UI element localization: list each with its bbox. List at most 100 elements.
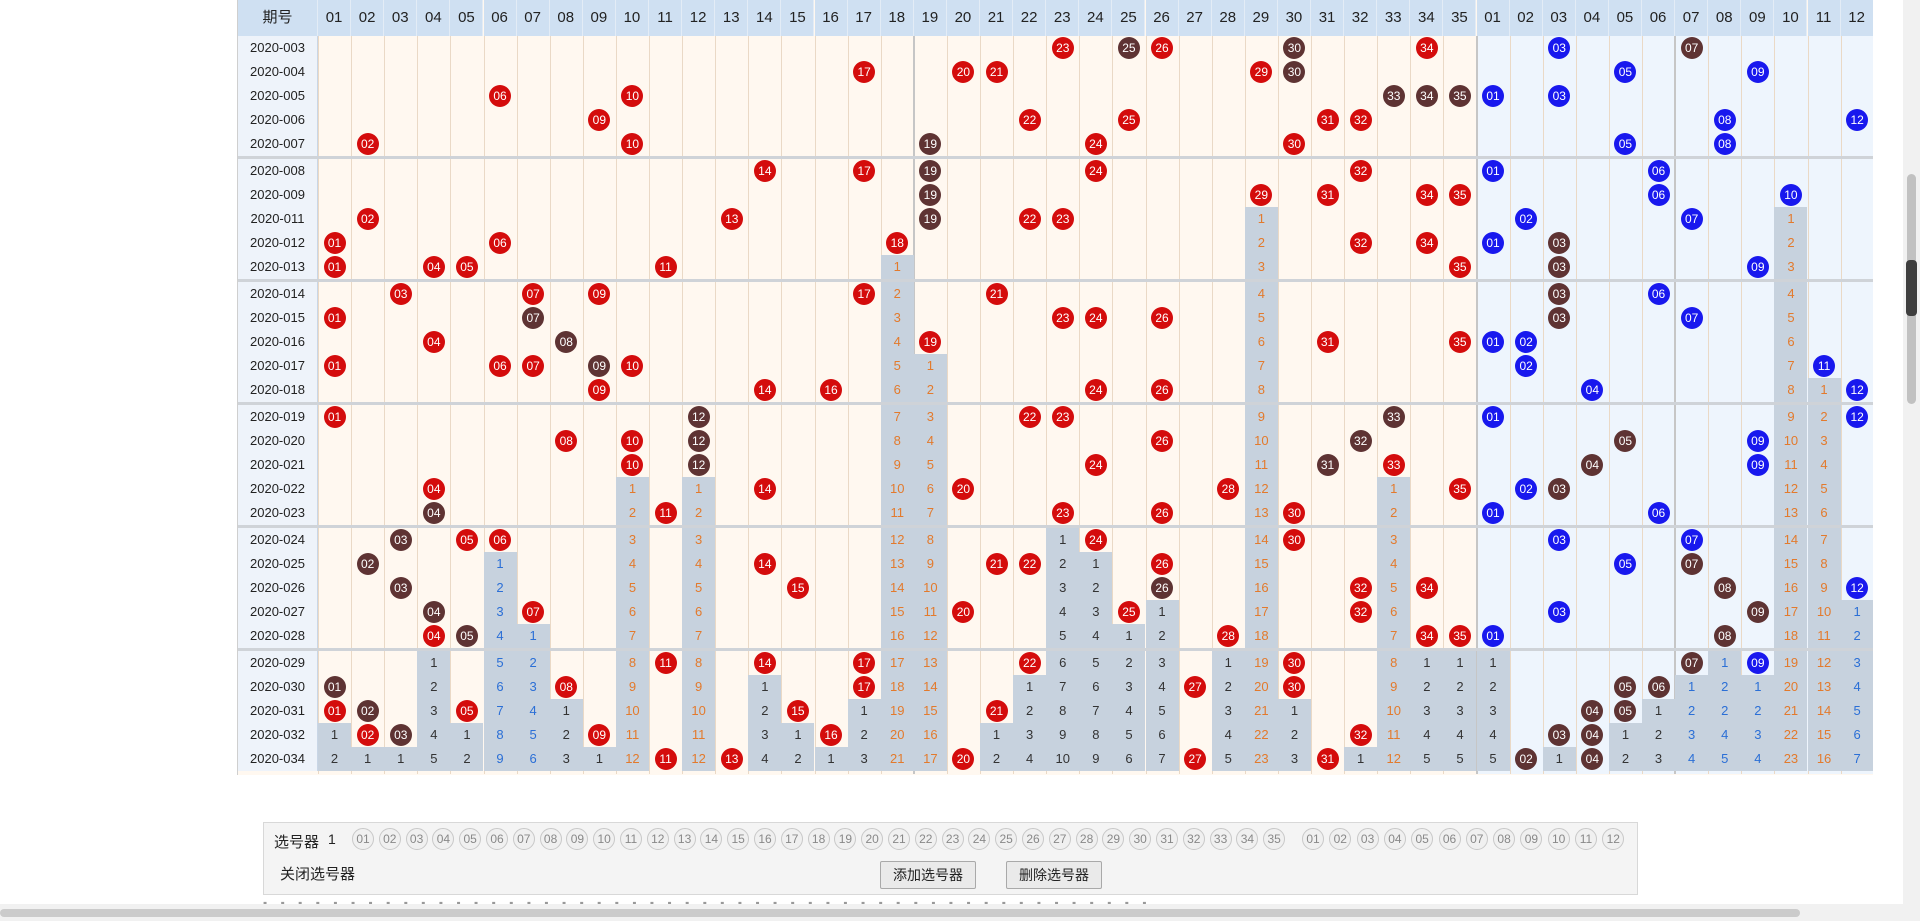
period-cell: 2020-008 [238,159,318,183]
selector-number-ball[interactable]: 04 [1383,828,1406,850]
selector-number-ball[interactable]: 05 [459,828,482,850]
selector-number-ball[interactable]: 16 [754,828,776,850]
miss-cell: 8 [1046,699,1080,723]
header-number-31: 31 [1311,0,1345,36]
miss-cell: 4 [1443,723,1477,747]
selector-number-ball[interactable]: 06 [1438,828,1461,850]
selector-number-ball[interactable]: 20 [861,828,884,850]
selector-number-ball[interactable]: 21 [888,828,910,850]
miss-cell: 16 [880,624,914,648]
miss-cell: 9 [1244,405,1278,429]
column-divider [351,36,353,774]
miss-cell: 8 [880,429,914,453]
selector-number-ball[interactable]: 08 [539,828,562,850]
selector-number-ball[interactable]: 05 [1411,828,1434,850]
selector-number-ball[interactable]: 35 [1263,828,1286,850]
miss-cell: 10 [913,576,947,600]
selector-number-ball[interactable]: 10 [1547,828,1570,850]
vertical-scrollbar[interactable] [1903,0,1920,921]
selector-number-ball[interactable]: 27 [1048,828,1071,850]
blue-ball: 08 [1713,109,1736,131]
selector-number-ball[interactable]: 12 [646,828,669,850]
selector-number-ball[interactable]: 28 [1075,828,1098,850]
selector-number-ball[interactable]: 02 [378,828,401,850]
horizontal-scrollbar[interactable] [0,904,1903,921]
red-ball: 24 [1084,529,1107,551]
selector-number-ball[interactable]: 03 [1356,828,1379,850]
column-divider [1344,36,1346,774]
miss-cell: 8 [615,651,649,675]
selector-number-ball[interactable]: 29 [1102,828,1125,850]
selector-number-ball[interactable]: 07 [1465,828,1488,850]
selector-number-ball[interactable]: 03 [405,828,428,850]
selector-number-ball[interactable]: 01 [1302,828,1324,850]
selector-number-ball[interactable]: 12 [1602,828,1625,850]
red-ball: 09 [588,724,611,746]
selector-number-ball[interactable]: 02 [1329,828,1352,850]
miss-cell: 1 [1277,699,1311,723]
red-ball: 24 [1084,454,1107,476]
selector-number-ball[interactable]: 26 [1022,828,1044,850]
selector-number-ball[interactable]: 15 [727,828,750,850]
selector-number-ball[interactable]: 31 [1156,828,1178,850]
red-ball: 15 [786,700,809,722]
selector-number-ball[interactable]: 24 [968,828,991,850]
miss-cell: 2 [682,501,716,525]
selector-number-ball[interactable]: 01 [352,828,374,850]
column-divider [1575,36,1577,774]
selector-number-ball[interactable]: 10 [593,828,616,850]
selector-number-ball[interactable]: 09 [1520,828,1543,850]
miss-cell: 5 [1476,747,1510,771]
selector-number-ball[interactable]: 23 [941,828,964,850]
selector-number-ball[interactable]: 22 [914,828,937,850]
horizontal-scroll-thumb[interactable] [0,909,1800,917]
header-number-30: 30 [1277,0,1311,36]
miss-cell: 2 [847,723,881,747]
red-ball: 09 [588,283,611,305]
add-selector-button[interactable]: 添加选号器 [880,861,976,889]
scroll-position-marker[interactable] [1906,260,1917,316]
selector-number-ball[interactable]: 25 [995,828,1018,850]
miss-cell: 2 [483,576,517,600]
miss-cell: 11 [615,723,649,747]
selector-number-ball[interactable]: 18 [807,828,830,850]
miss-cell: 5 [1377,576,1411,600]
selector-number-ball[interactable]: 11 [1575,828,1597,850]
red-ball: 23 [1051,502,1074,524]
selector-number-ball[interactable]: 09 [566,828,589,850]
selector-number-ball[interactable]: 04 [432,828,455,850]
selector-number-ball[interactable]: 34 [1236,828,1259,850]
repeat-ball: 26 [1151,577,1174,599]
selector-number-ball[interactable]: 07 [512,828,535,850]
blue-ball: 06 [1647,184,1670,206]
selector-number-ball[interactable]: 33 [1209,828,1232,850]
miss-cell: 7 [682,624,716,648]
miss-cell: 5 [1410,747,1444,771]
selector-number-ball[interactable]: 32 [1182,828,1205,850]
miss-cell: 6 [880,378,914,402]
repeat-ball: 25 [1117,37,1140,59]
selector-number-ball[interactable]: 14 [700,828,723,850]
miss-cell: 4 [748,747,782,771]
selector-number-ball[interactable]: 06 [486,828,508,850]
miss-cell: 5 [417,747,451,771]
miss-cell: 4 [682,552,716,576]
miss-cell: 4 [1377,552,1411,576]
blue-ball: 03 [1548,37,1571,59]
selector-number-ball[interactable]: 13 [673,828,696,850]
selector-number-ball[interactable]: 30 [1129,828,1152,850]
repeat-ball: 02 [356,553,379,575]
column-divider [450,36,452,774]
miss-cell: 3 [1675,723,1709,747]
miss-cell: 6 [483,675,517,699]
selector-number-ball[interactable]: 19 [834,828,857,850]
blue-ball: 05 [1614,553,1637,575]
selector-number-ball[interactable]: 11 [620,828,642,850]
selector-number-ball[interactable]: 17 [780,828,803,850]
miss-cell: 7 [1807,528,1841,552]
close-selector-link[interactable]: 关闭选号器 [280,866,356,883]
blue-ball: 12 [1846,379,1869,401]
delete-selector-button[interactable]: 删除选号器 [1006,861,1102,889]
selector-number-ball[interactable]: 08 [1493,828,1516,850]
repeat-ball: 04 [1581,454,1604,476]
